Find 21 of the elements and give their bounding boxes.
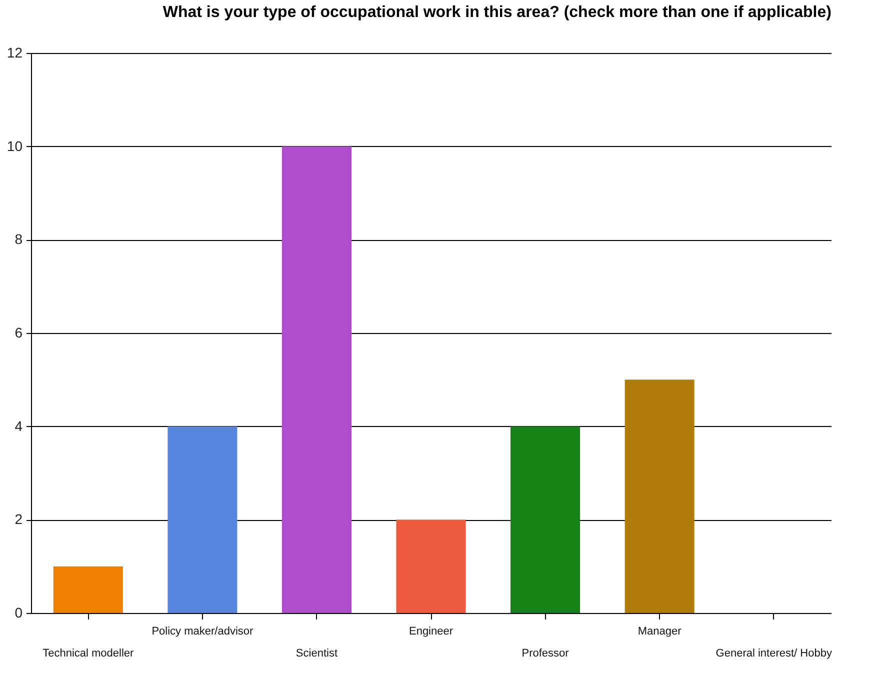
bar: [396, 520, 466, 613]
bar: [282, 146, 352, 613]
y-tick-label: 6: [14, 324, 23, 340]
y-tick-label: 4: [14, 418, 23, 434]
x-tick-label: Technical modeller: [42, 648, 134, 660]
bar: [53, 566, 123, 613]
x-tick-label: Scientist: [296, 648, 338, 660]
y-tick-label: 2: [14, 511, 23, 528]
x-tick-label: Policy maker/advisor: [152, 626, 254, 638]
x-tick-label: General interest/ Hobby: [716, 648, 832, 660]
bar: [624, 380, 694, 613]
bar: [510, 426, 580, 613]
x-tick-label: Engineer: [408, 626, 454, 638]
y-tick-label: 0: [14, 604, 23, 620]
chart-title: What is your type of occupational work in this area? (check more than one if applicable): [162, 4, 832, 21]
x-tick-label: Professor: [522, 648, 570, 660]
y-tick-label: 10: [6, 138, 23, 154]
x-tick-label: Manager: [638, 626, 682, 638]
y-tick-label: 12: [6, 44, 23, 60]
bar: [168, 426, 238, 613]
y-tick-label: 8: [14, 231, 23, 248]
